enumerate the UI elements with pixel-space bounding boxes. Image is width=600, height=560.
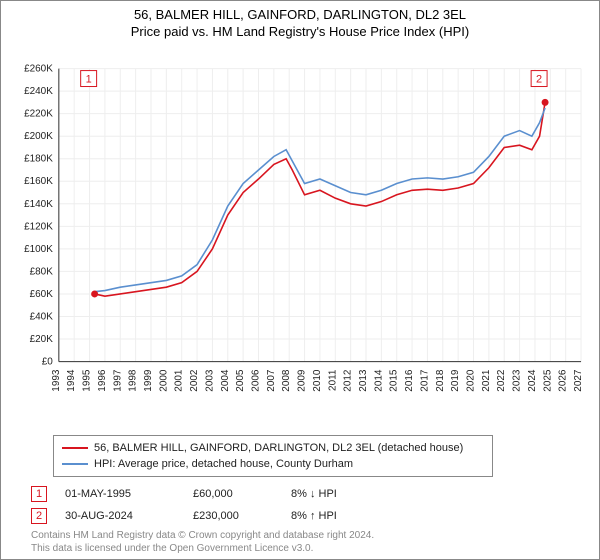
svg-text:2025: 2025 [542, 369, 553, 392]
marker-row: 1 01-MAY-1995 £60,000 8% ↓ HPI [31, 483, 589, 505]
svg-text:2005: 2005 [235, 369, 246, 392]
legend-label: HPI: Average price, detached house, Coun… [94, 456, 353, 472]
svg-text:2022: 2022 [496, 369, 507, 392]
svg-text:2008: 2008 [281, 369, 292, 392]
svg-text:1996: 1996 [97, 369, 108, 392]
svg-text:2001: 2001 [174, 369, 185, 392]
line-chart: £0 £20K £40K £60K £80K £100K £120K £140K £160K £1… [11, 45, 589, 429]
svg-text:2002: 2002 [189, 369, 200, 392]
svg-text:1997: 1997 [112, 369, 123, 392]
footer: Contains HM Land Registry data © Crown c… [11, 529, 589, 555]
svg-text:2011: 2011 [327, 369, 338, 391]
svg-text:£240K: £240K [24, 86, 53, 97]
svg-text:2: 2 [536, 74, 542, 86]
svg-text:1995: 1995 [82, 369, 93, 392]
marker-date: 01-MAY-1995 [65, 483, 175, 505]
svg-text:2023: 2023 [512, 369, 523, 392]
svg-text:£80K: £80K [30, 266, 54, 277]
svg-text:2021: 2021 [481, 369, 492, 392]
marker-price: £60,000 [193, 483, 273, 505]
svg-text:2019: 2019 [450, 369, 461, 392]
svg-text:£220K: £220K [24, 109, 53, 120]
title-main: 56, BALMER HILL, GAINFORD, DARLINGTON, D… [11, 7, 589, 22]
legend-swatch [62, 463, 88, 465]
svg-text:£140K: £140K [24, 199, 53, 210]
marker-badge: 2 [31, 508, 47, 524]
svg-text:2009: 2009 [297, 369, 308, 392]
legend-row: HPI: Average price, detached house, Coun… [62, 456, 484, 472]
svg-text:2016: 2016 [404, 369, 415, 392]
svg-text:£200K: £200K [24, 131, 53, 142]
chart-area: £0 £20K £40K £60K £80K £100K £120K £140K £160K £1… [11, 45, 589, 429]
svg-text:£260K: £260K [24, 64, 53, 75]
svg-text:2014: 2014 [373, 369, 384, 392]
footer-line: This data is licensed under the Open Gov… [31, 542, 589, 555]
svg-text:2010: 2010 [312, 369, 323, 392]
svg-text:1994: 1994 [66, 369, 77, 392]
marker-row: 2 30-AUG-2024 £230,000 8% ↑ HPI [31, 505, 589, 527]
chart-container: 56, BALMER HILL, GAINFORD, DARLINGTON, D… [0, 0, 600, 560]
svg-text:2027: 2027 [573, 369, 584, 392]
svg-text:2015: 2015 [389, 369, 400, 392]
svg-text:£40K: £40K [30, 311, 54, 322]
svg-text:£160K: £160K [24, 176, 53, 187]
legend-box: 56, BALMER HILL, GAINFORD, DARLINGTON, D… [53, 435, 493, 477]
marker-table: 1 01-MAY-1995 £60,000 8% ↓ HPI 2 30-AUG-… [31, 483, 589, 527]
svg-text:£180K: £180K [24, 154, 53, 165]
svg-text:£100K: £100K [24, 244, 53, 255]
svg-text:2007: 2007 [266, 369, 277, 392]
svg-text:2006: 2006 [250, 369, 261, 392]
title-sub: Price paid vs. HM Land Registry's House … [11, 24, 589, 39]
marker-price: £230,000 [193, 505, 273, 527]
svg-text:1998: 1998 [128, 369, 139, 392]
marker-diff: 8% ↑ HPI [291, 505, 381, 527]
svg-text:2003: 2003 [204, 369, 215, 392]
svg-text:£60K: £60K [30, 289, 54, 300]
svg-text:£0: £0 [42, 357, 54, 368]
svg-text:1993: 1993 [51, 369, 62, 392]
svg-text:1: 1 [86, 74, 92, 86]
marker-diff: 8% ↓ HPI [291, 483, 381, 505]
svg-text:2026: 2026 [558, 369, 569, 392]
svg-text:2004: 2004 [220, 369, 231, 392]
svg-text:2017: 2017 [419, 369, 430, 392]
title-block: 56, BALMER HILL, GAINFORD, DARLINGTON, D… [11, 7, 589, 39]
svg-text:£20K: £20K [30, 334, 54, 345]
legend-swatch [62, 447, 88, 449]
svg-text:2000: 2000 [158, 369, 169, 392]
svg-text:2012: 2012 [343, 369, 354, 392]
svg-text:1999: 1999 [143, 369, 154, 392]
svg-text:2018: 2018 [435, 369, 446, 392]
legend-label: 56, BALMER HILL, GAINFORD, DARLINGTON, D… [94, 440, 463, 456]
svg-text:2020: 2020 [466, 369, 477, 392]
footer-line: Contains HM Land Registry data © Crown c… [31, 529, 589, 542]
svg-text:2024: 2024 [527, 369, 538, 392]
svg-text:£120K: £120K [24, 221, 53, 232]
marker-badge: 1 [31, 486, 47, 502]
legend-row: 56, BALMER HILL, GAINFORD, DARLINGTON, D… [62, 440, 484, 456]
svg-text:2013: 2013 [358, 369, 369, 392]
marker-date: 30-AUG-2024 [65, 505, 175, 527]
